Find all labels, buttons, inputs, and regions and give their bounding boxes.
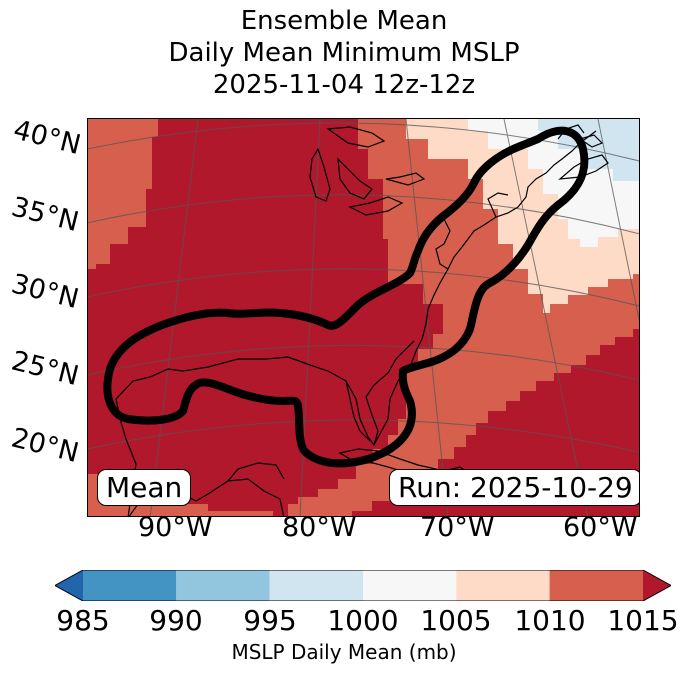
- lat-label-30: 30°N: [8, 268, 82, 316]
- colorbar: [55, 570, 671, 601]
- colorbar-bin-985-990: [83, 570, 177, 601]
- colorbar-tick-995: 995: [243, 604, 297, 637]
- lat-label-25: 25°N: [8, 345, 82, 393]
- colorbar-bin-995-1000: [269, 570, 363, 601]
- lat-label-40: 40°N: [10, 114, 84, 162]
- colorbar-tick-1010: 1010: [514, 604, 586, 637]
- colorbar-label: MSLP Daily Mean (mb): [231, 640, 457, 664]
- colorbar-bin-1000-1005: [363, 570, 457, 601]
- lat-label-35: 35°N: [8, 191, 82, 239]
- contour-1005: [103, 126, 589, 468]
- title-line-1: Ensemble Mean: [240, 6, 448, 36]
- colorbar-tick-990: 990: [149, 604, 203, 637]
- field-1010-1015-northwest: [88, 119, 158, 269]
- colorbar-extend-high: [643, 570, 671, 601]
- lon-label-80w: 80°W: [282, 512, 357, 543]
- lon-label-70w: 70°W: [420, 512, 495, 543]
- colorbar-tick-1000: 1000: [327, 604, 399, 637]
- graticule: [88, 119, 639, 516]
- colorbar-extend-low: [55, 570, 83, 601]
- lon-label-90w: 90°W: [138, 512, 213, 543]
- lon-label-60w: 60°W: [563, 512, 638, 543]
- lat-label-20: 20°N: [8, 422, 82, 470]
- map-panel: Mean Run: 2025-10-29: [87, 118, 640, 517]
- colorbar-bin-990-995: [176, 570, 270, 601]
- colorbar-bin-1010-1015: [549, 570, 643, 601]
- map-canvas: [88, 119, 639, 516]
- title-line-3: 2025-11-04 12z-12z: [212, 70, 476, 100]
- run-label: Run: 2025-10-29: [389, 469, 639, 506]
- colorbar-bin-1005-1010: [456, 570, 550, 601]
- colorbar-tick-1005: 1005: [420, 604, 492, 637]
- colorbar-tick-985: 985: [56, 604, 110, 637]
- title-line-2: Daily Mean Minimum MSLP: [168, 38, 520, 68]
- colorbar-tick-1015: 1015: [607, 604, 679, 637]
- mean-label: Mean: [97, 469, 192, 506]
